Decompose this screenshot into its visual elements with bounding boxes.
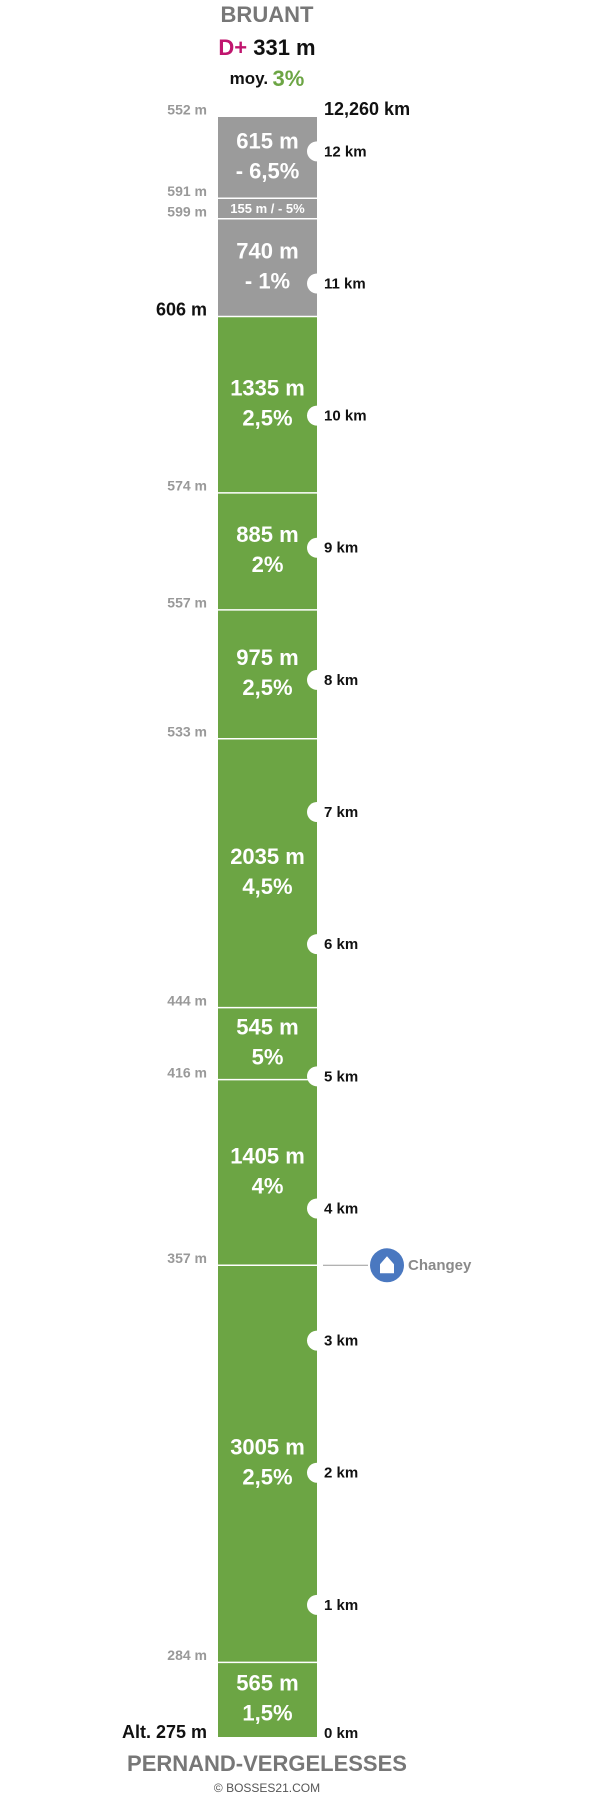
segment [218,316,317,493]
altitude-label: 444 m [167,992,207,1008]
altitude-label: 533 m [167,723,207,739]
segment-grade: - 1% [245,268,290,293]
km-notch [307,537,327,558]
km-notch [307,273,327,294]
km-notch [307,1198,327,1219]
km-label: 10 km [324,408,367,425]
segment-grade: 1,5% [242,1700,292,1725]
segment [218,492,317,610]
km-notch [307,669,327,690]
average-grade: moy. 3% [230,66,305,91]
altitude-label: 557 m [167,595,207,611]
km-label: 0 km [324,1725,358,1742]
km-label: 5 km [324,1068,358,1085]
segment-length: 615 m [236,128,298,153]
segment-length: 545 m [236,1014,298,1039]
credit: © BOSSES21.COM [214,1781,320,1795]
segment-grade: 4,5% [242,874,292,899]
segment-length: 1405 m [230,1143,305,1168]
segment-length: 1335 m [230,376,305,401]
segment-grade: 4% [252,1173,284,1198]
km-notch [307,1594,327,1615]
segment [218,218,317,317]
segment [218,198,317,219]
segment [218,1007,317,1080]
gain-value: 331 m [253,35,315,60]
km-notch [307,405,327,426]
segment-grade: - 6,5% [236,158,300,183]
km-notch [307,141,327,162]
km-notch [307,1462,327,1483]
summit-distance: 12,260 km [324,99,410,119]
segment [218,1662,317,1737]
segment-length: 740 m [236,238,298,263]
km-label: 7 km [324,804,358,821]
segment [218,1265,317,1663]
segment-grade: 2,5% [242,1465,292,1490]
segment-label: 155 m / - 5% [230,201,305,216]
gain-label: D+ [218,35,247,60]
segment [218,609,317,739]
km-notch [307,1066,327,1087]
altitude-label: Alt. 275 m [122,1722,207,1742]
segment [218,1079,317,1266]
village-church [380,1256,394,1274]
km-label: 4 km [324,1200,358,1217]
altitude-label: 357 m [167,1250,207,1266]
km-label: 1 km [324,1597,358,1614]
altitude-label: 284 m [167,1647,207,1663]
km-label: 8 km [324,672,358,689]
start-name: PERNAND-VERGELESSES [127,1751,407,1776]
altitude-label: 416 m [167,1064,207,1080]
segment-grade: 2,5% [242,675,292,700]
village-name: Changey [408,1257,472,1274]
altitude-label: 591 m [167,183,207,199]
segment-length: 2035 m [230,844,305,869]
altitude-label: 606 m [156,299,207,319]
km-label: 11 km [324,275,366,292]
segment-grade: 2% [252,552,284,577]
km-label: 6 km [324,936,358,953]
km-notch [307,934,327,955]
km-notch [307,802,327,823]
average-value: 3% [273,66,305,91]
km-label: 2 km [324,1465,358,1482]
segment-length: 975 m [236,645,298,670]
altitude-label: 599 m [167,203,207,219]
average-label: moy. [230,69,268,88]
km-label: 9 km [324,540,358,557]
elevation-gain: D+ 331 m [218,35,315,60]
altitude-label: 574 m [167,478,207,494]
segment-length: 565 m [236,1670,298,1695]
km-notch [307,1330,327,1351]
segment [218,738,317,1008]
km-label: 3 km [324,1333,358,1350]
segment [218,117,317,199]
segment-length: 3005 m [230,1435,305,1460]
segment-grade: 2,5% [242,406,292,431]
altitude-label: 552 m [167,102,207,118]
segment-length: 885 m [236,522,298,547]
km-label: 12 km [324,143,367,160]
climb-title: BRUANT [221,2,314,27]
segment-grade: 5% [252,1044,284,1069]
